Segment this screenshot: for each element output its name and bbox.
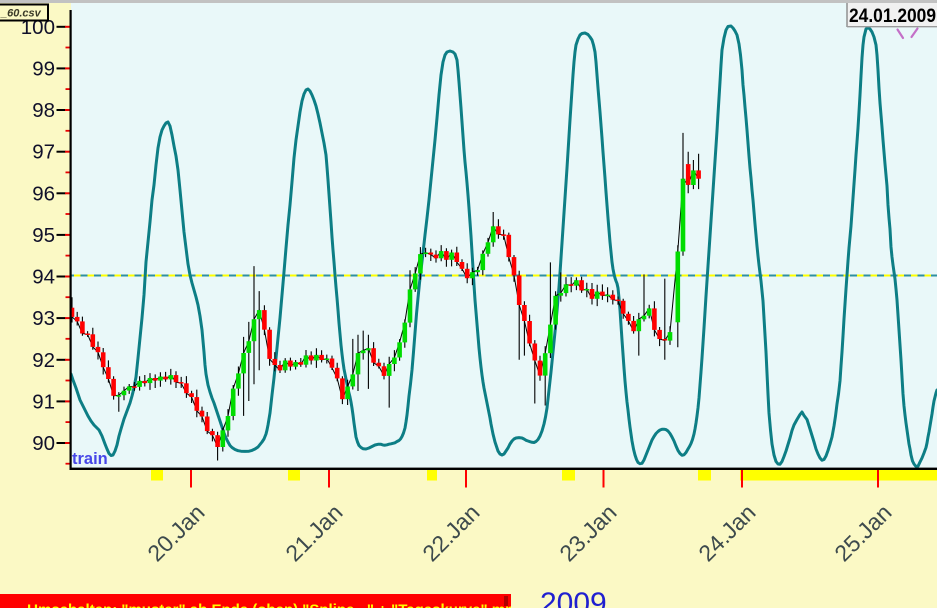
svg-text:2009: 2009 — [540, 587, 607, 608]
svg-text:91: 91 — [32, 390, 55, 413]
svg-text:98: 98 — [32, 99, 55, 122]
svg-text:24.01.2009: 24.01.2009 — [849, 5, 936, 27]
svg-text:train: train — [72, 450, 108, 468]
svg-text:97: 97 — [32, 141, 55, 164]
svg-text:96: 96 — [32, 182, 55, 205]
svg-text:_60.csv: _60.csv — [0, 8, 42, 20]
svg-text:92: 92 — [32, 349, 55, 372]
svg-text:99: 99 — [32, 57, 55, 80]
svg-text:— Umschalten: "muster" ab End: — Umschalten: "muster" ab Ende (oben) "S… — [8, 602, 555, 608]
svg-text:95: 95 — [32, 224, 55, 247]
svg-text:93: 93 — [32, 307, 55, 330]
svg-text:94: 94 — [32, 266, 55, 289]
svg-text:100: 100 — [21, 16, 55, 39]
svg-text:90: 90 — [32, 432, 55, 455]
